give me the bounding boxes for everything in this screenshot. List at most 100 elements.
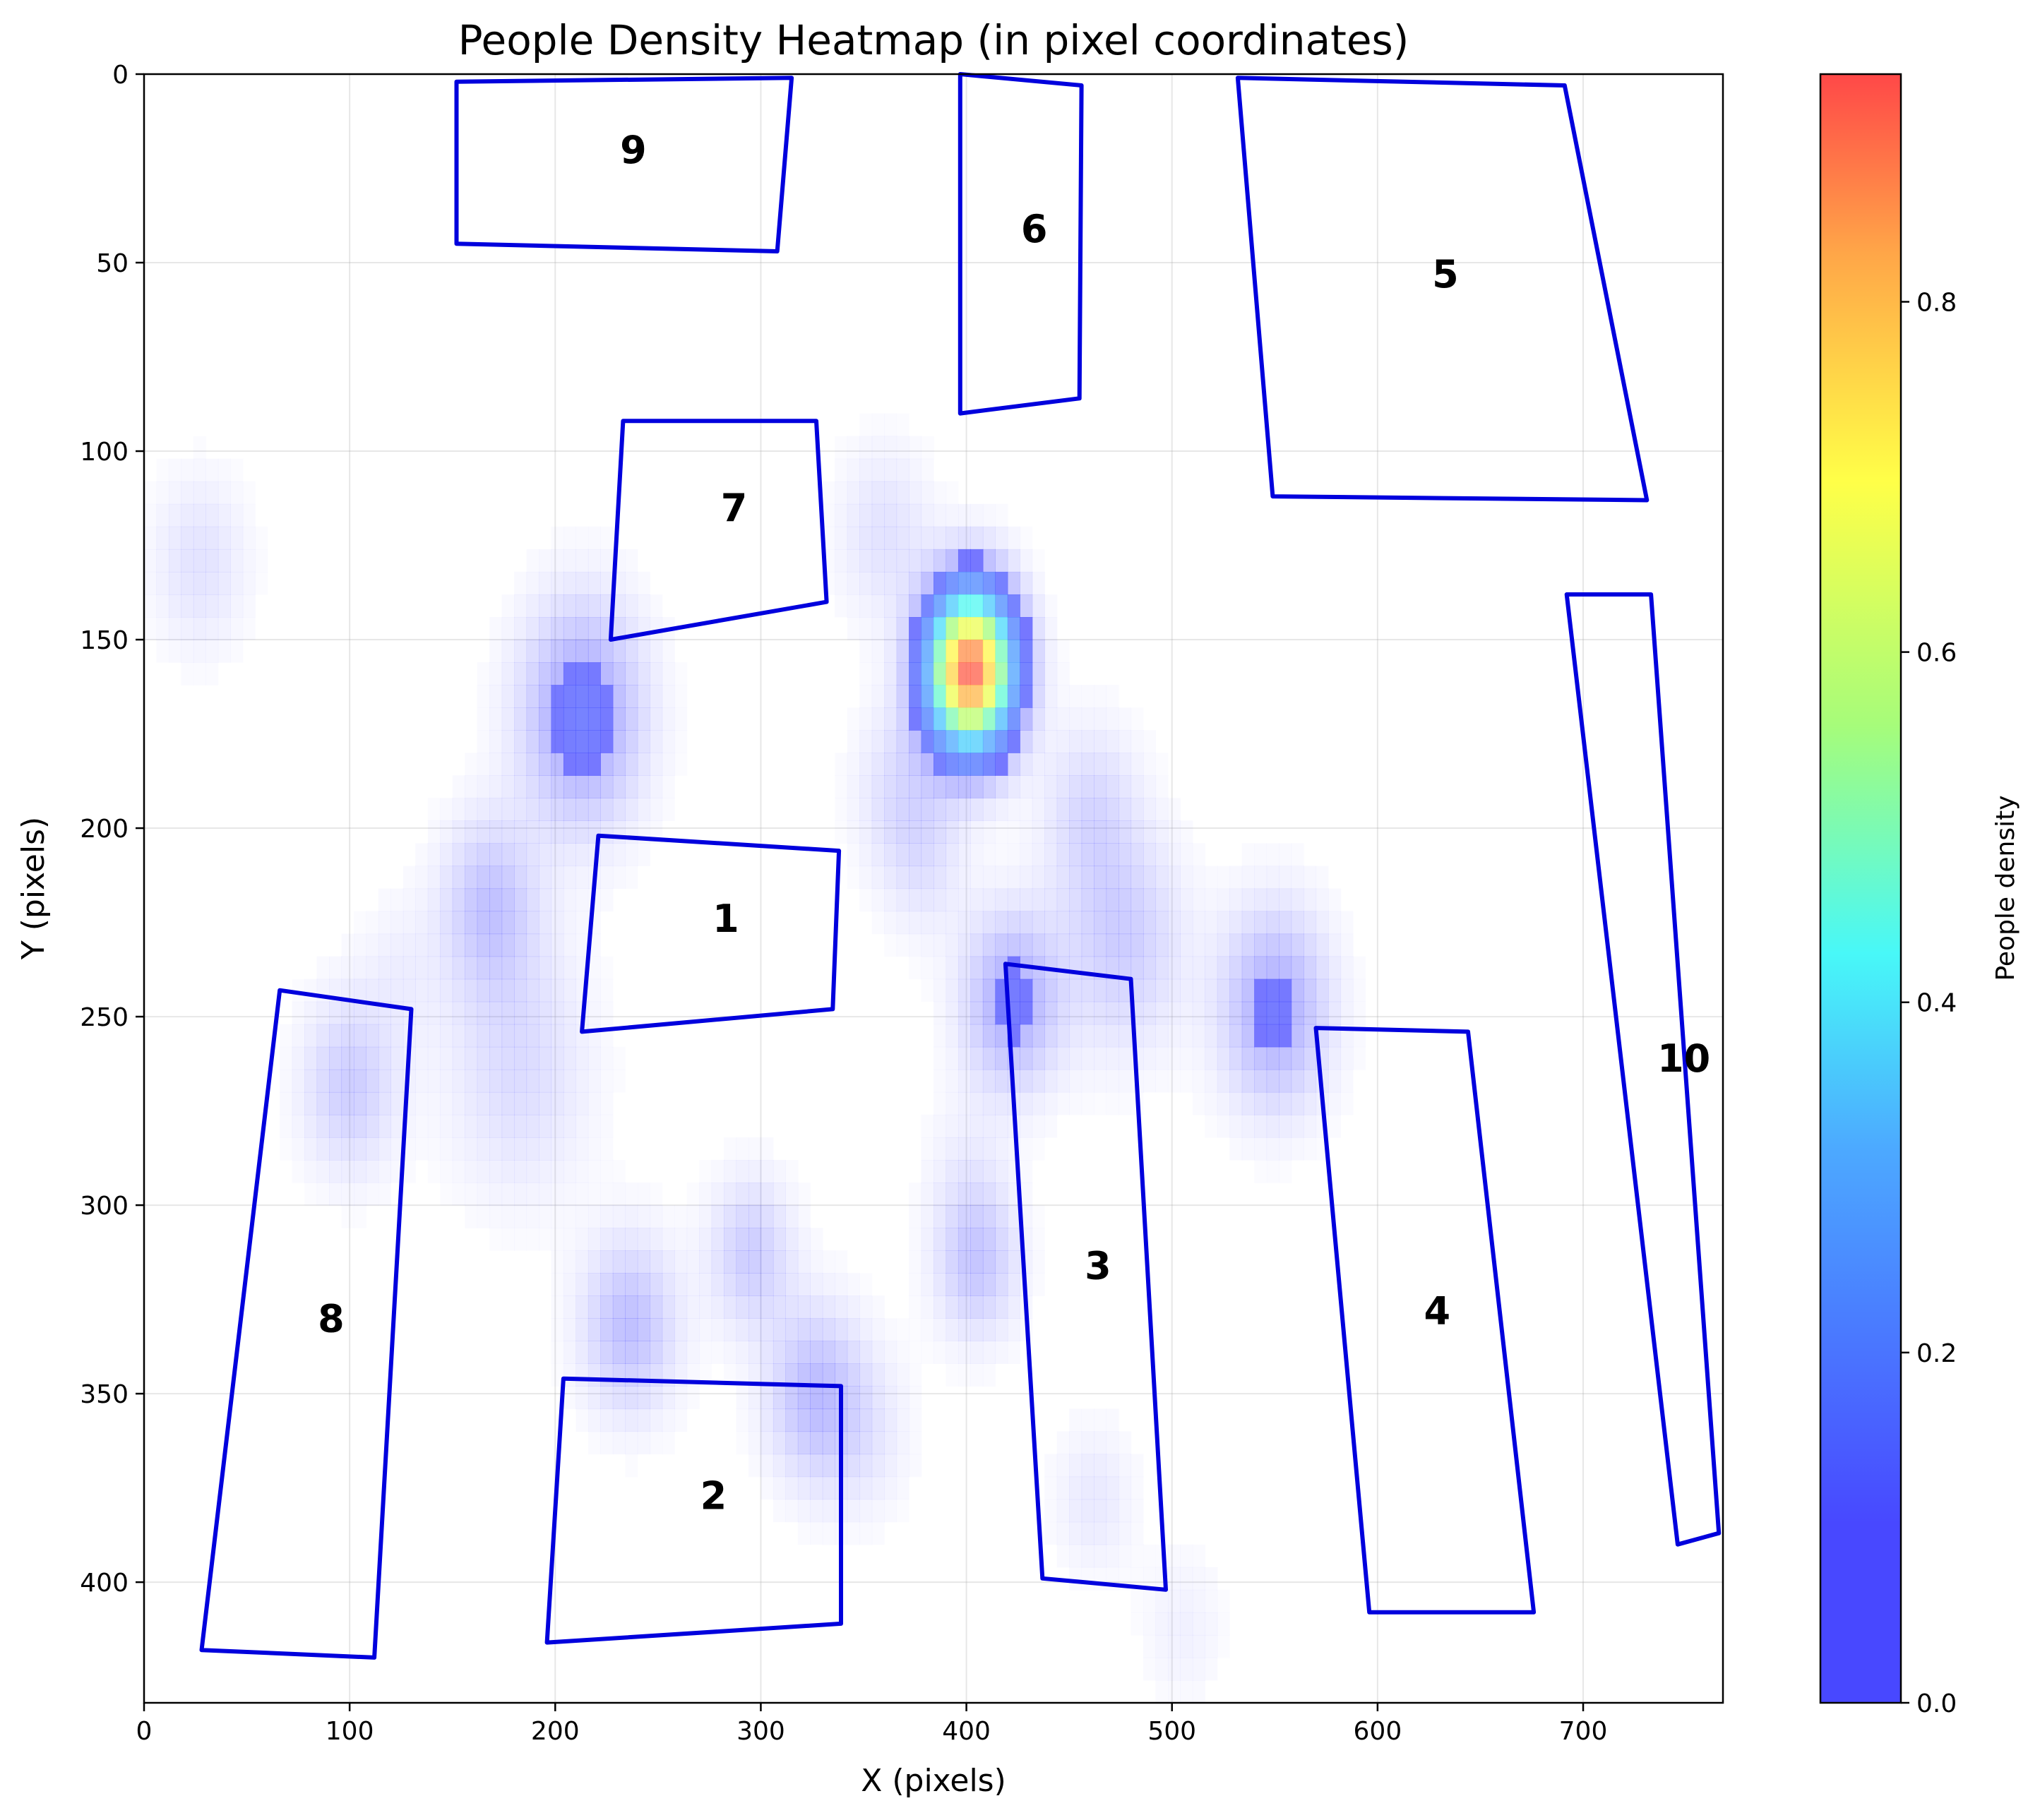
heatmap-cell — [1119, 753, 1132, 776]
heatmap-cell — [662, 707, 675, 731]
heatmap-cell — [1081, 1499, 1094, 1523]
heatmap-cell — [1328, 1115, 1341, 1138]
heatmap-cell — [1192, 1612, 1205, 1636]
heatmap-cell — [748, 1363, 762, 1387]
heatmap-cell — [934, 1295, 947, 1319]
heatmap-cell — [637, 685, 650, 708]
heatmap-cell — [501, 933, 515, 957]
heatmap-cell — [144, 571, 157, 595]
heatmap-cell — [489, 775, 503, 798]
heatmap-cell — [1304, 1069, 1317, 1093]
heatmap-cell — [1044, 1091, 1058, 1115]
heatmap-cell — [575, 1295, 589, 1319]
heatmap-cell — [946, 594, 959, 618]
heatmap-cell — [650, 775, 663, 798]
heatmap-cell — [156, 503, 169, 527]
heatmap-cell — [1057, 640, 1070, 663]
heatmap-cell — [798, 1183, 811, 1206]
heatmap-cell — [1094, 933, 1107, 957]
heatmap-cell — [650, 594, 662, 618]
heatmap-cell — [514, 1183, 527, 1206]
heatmap-cell — [402, 888, 416, 912]
heatmap-cell — [477, 956, 490, 980]
heatmap-cell — [822, 1408, 835, 1432]
heatmap-cell — [810, 1386, 823, 1410]
heatmap-cell — [934, 888, 947, 912]
heatmap-cell — [514, 707, 527, 731]
heatmap-cell — [1069, 753, 1082, 776]
heatmap-cell — [736, 1250, 749, 1274]
heatmap-cell — [1119, 888, 1132, 912]
heatmap-cell — [489, 933, 503, 957]
heatmap-cell — [353, 978, 367, 1002]
heatmap-cell — [1143, 1612, 1157, 1636]
zone-8-label: 8 — [318, 1296, 345, 1341]
heatmap-cell — [921, 640, 934, 663]
heatmap-cell — [526, 956, 539, 980]
heatmap-cell — [921, 1341, 934, 1364]
heatmap-cell — [563, 911, 577, 935]
heatmap-cell — [995, 753, 1008, 776]
heatmap-cell — [934, 1250, 947, 1274]
heatmap-cell — [1241, 933, 1255, 957]
heatmap-cell — [193, 594, 206, 618]
heatmap-cell — [921, 775, 934, 798]
heatmap-cell — [958, 1228, 972, 1251]
heatmap-cell — [501, 843, 515, 867]
heatmap-cell — [366, 1137, 379, 1161]
heatmap-cell — [539, 617, 552, 640]
heatmap-cell — [934, 730, 947, 753]
heatmap-cell — [982, 685, 996, 708]
heatmap-cell — [686, 1295, 700, 1319]
heatmap-cell — [625, 707, 638, 731]
x-tick-label: 200 — [531, 1717, 580, 1746]
heatmap-cell — [575, 866, 589, 890]
heatmap-cell — [686, 1250, 700, 1274]
heatmap-cell — [1143, 866, 1157, 890]
heatmap-cell — [921, 1137, 934, 1161]
heatmap-cell — [501, 1001, 515, 1025]
heatmap-cell — [760, 1477, 773, 1500]
heatmap-cell — [946, 617, 959, 640]
heatmap-cell — [1316, 956, 1329, 980]
heatmap-cell — [440, 978, 453, 1002]
heatmap-cell — [465, 1183, 478, 1206]
heatmap-cell — [563, 1205, 576, 1228]
heatmap-cell — [724, 1137, 736, 1161]
heatmap-cell — [1044, 617, 1058, 640]
heatmap-cell — [600, 1228, 614, 1251]
heatmap-cell — [563, 1363, 577, 1387]
heatmap-cell — [341, 1001, 354, 1025]
heatmap-cell — [1081, 820, 1094, 844]
heatmap-cell — [674, 730, 687, 753]
heatmap-cell — [1069, 843, 1082, 867]
heatmap-cell — [1291, 888, 1304, 912]
heatmap-cell — [415, 933, 429, 957]
heatmap-cell — [970, 526, 984, 550]
heatmap-cell — [934, 1318, 947, 1341]
heatmap-cell — [1340, 1092, 1353, 1115]
heatmap-cell — [563, 1183, 577, 1206]
heatmap-cell — [748, 1318, 762, 1341]
heatmap-cell — [934, 911, 947, 935]
heatmap-cell — [489, 662, 503, 686]
heatmap-cell — [527, 549, 539, 573]
heatmap-cell — [489, 888, 503, 912]
heatmap-cell — [1094, 775, 1107, 798]
heatmap-cell — [921, 481, 934, 505]
heatmap-cell — [1057, 662, 1070, 686]
heatmap-cell — [341, 978, 354, 1002]
heatmap-cell — [1119, 1024, 1132, 1048]
heatmap-cell — [797, 1408, 811, 1432]
heatmap-cell — [452, 1160, 465, 1183]
heatmap-cell — [366, 956, 379, 980]
heatmap-cell — [662, 1341, 675, 1364]
heatmap-cell — [575, 594, 589, 618]
heatmap-cell — [909, 436, 921, 460]
heatmap-cell — [501, 866, 515, 890]
heatmap-cell — [970, 1091, 984, 1115]
heatmap-cell — [934, 662, 947, 686]
heatmap-cell — [1143, 933, 1157, 957]
heatmap-cell — [822, 1341, 835, 1364]
